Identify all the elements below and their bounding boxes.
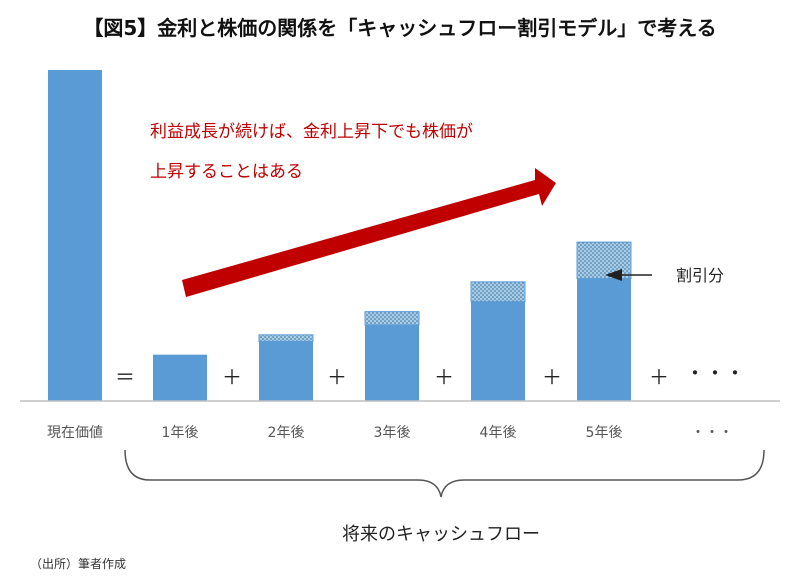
tick-label-5: 5年後: [586, 425, 623, 441]
tick-label-4: 4年後: [480, 425, 517, 441]
plus-sign-3: ＋: [434, 365, 454, 389]
discount-label: 割引分: [676, 266, 724, 285]
bar-year-2: [259, 341, 313, 401]
bar-year-1: [153, 354, 207, 401]
bar-present-value: [48, 70, 102, 401]
growth-arrow: [182, 168, 556, 297]
tick-label-2: 2年後: [268, 425, 305, 441]
trailing-dots: ・・・: [685, 361, 745, 385]
discount-callout-arrowhead: [605, 269, 622, 281]
bars-layer: [48, 70, 632, 401]
operator-labels: ＝ ＋ ＋ ＋ ＋ ＋: [115, 365, 669, 389]
discount-segment-year-2: [258, 334, 314, 342]
chart-title: 【図5】金利と株価の関係を「キャッシュフロー割引モデル」で考える: [83, 16, 716, 40]
discount-segment-year-4: [470, 281, 526, 303]
bar-year-4: [471, 301, 525, 401]
tick-label-0: 現在価値: [47, 425, 103, 441]
future-cashflows-label: 将来のキャッシュフロー: [342, 524, 540, 545]
tick-labels: 現在価値 1年後 2年後 3年後 4年後 5年後 ・・・: [47, 425, 733, 441]
tick-label-3: 3年後: [374, 425, 411, 441]
tick-label-6: ・・・: [691, 425, 733, 441]
equals-sign: ＝: [115, 365, 135, 389]
growth-annotation-line2: 上昇することはある: [150, 162, 303, 182]
plus-sign-5: ＋: [649, 365, 669, 389]
discount-segment-year-3: [364, 311, 420, 326]
discount-segment-year-5: [576, 241, 632, 280]
source-note: （出所）筆者作成: [30, 557, 126, 571]
plus-sign-2: ＋: [327, 365, 347, 389]
bar-year-5: [577, 278, 631, 401]
growth-annotation-line1: 利益成長が続けば、金利上昇下でも株価が: [150, 122, 473, 142]
plus-sign-4: ＋: [542, 365, 562, 389]
future-cashflows-brace: [124, 449, 765, 498]
bar-year-3: [365, 324, 419, 401]
tick-label-1: 1年後: [162, 425, 199, 441]
plus-sign-1: ＋: [222, 365, 242, 389]
